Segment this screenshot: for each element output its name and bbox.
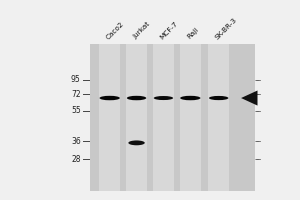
Text: 72: 72 [71,90,81,99]
Polygon shape [241,90,257,106]
Ellipse shape [180,96,200,100]
Text: 28: 28 [71,155,81,164]
Ellipse shape [209,96,228,100]
Bar [99,44,120,191]
Text: 95: 95 [71,75,81,84]
Bar [180,44,201,191]
Text: SK-BR-3: SK-BR-3 [214,16,239,40]
Text: 36: 36 [71,137,81,146]
Bar [90,44,254,191]
Ellipse shape [128,140,145,145]
Text: MCF-7: MCF-7 [159,20,179,40]
Bar [208,44,230,191]
Bar [126,44,147,191]
Ellipse shape [100,96,120,100]
Text: Raji: Raji [186,27,200,40]
Bar [153,44,174,191]
Text: 55: 55 [71,106,81,115]
Ellipse shape [127,96,146,100]
Text: Jurkat: Jurkat [132,21,152,40]
Ellipse shape [154,96,173,100]
Text: Caco2: Caco2 [105,20,125,40]
